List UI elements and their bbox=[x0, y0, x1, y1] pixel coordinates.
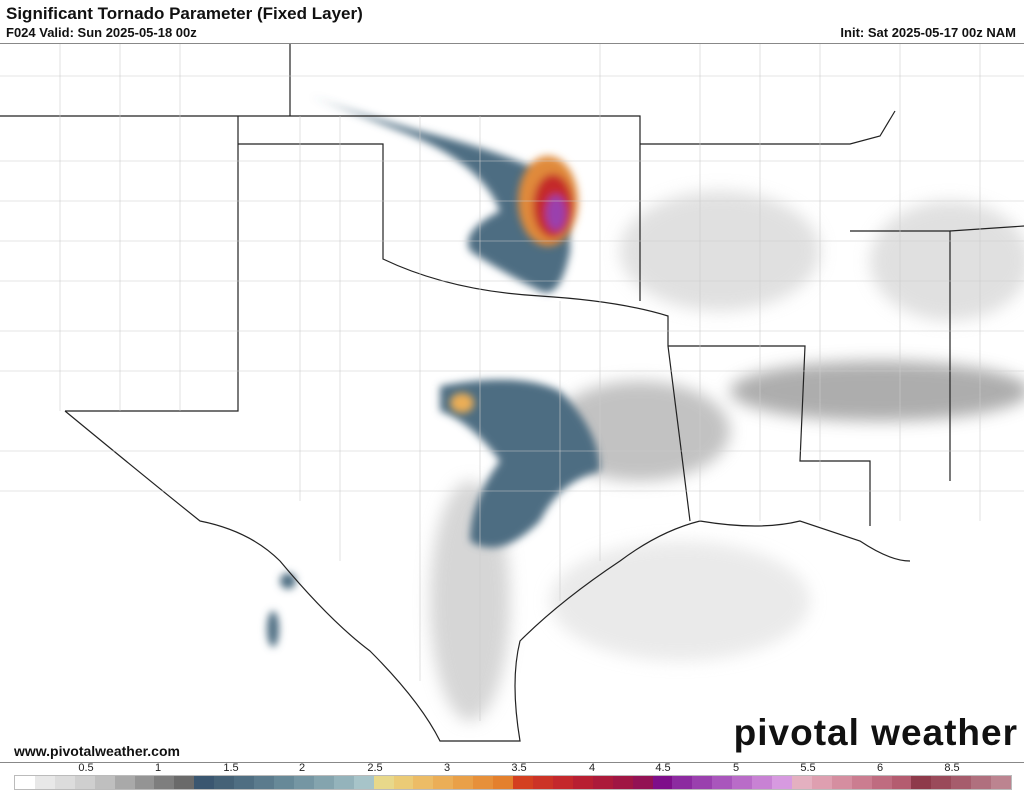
colorbar-swatch bbox=[911, 776, 932, 789]
colorbar-swatch bbox=[991, 776, 1012, 789]
colorbar-swatch bbox=[851, 776, 872, 789]
colorbar-swatch bbox=[473, 776, 494, 789]
colorbar-swatch bbox=[652, 776, 673, 789]
colorbar-swatch bbox=[293, 776, 314, 789]
colorbar-swatch bbox=[134, 776, 155, 789]
colorbar-swatch bbox=[493, 776, 514, 789]
colorbar-swatch bbox=[94, 776, 115, 789]
colorbar-swatch bbox=[931, 776, 952, 789]
colorbar-swatch bbox=[592, 776, 613, 789]
website-url[interactable]: www.pivotalweather.com bbox=[14, 743, 180, 759]
colorbar-swatch bbox=[971, 776, 992, 789]
tick-label: 8.5 bbox=[944, 762, 960, 774]
colorbar-swatch bbox=[413, 776, 434, 789]
colorbar-swatch bbox=[333, 776, 354, 789]
colorbar-swatch bbox=[74, 776, 95, 789]
colorbar-swatch bbox=[772, 776, 792, 789]
colorbar-swatch bbox=[174, 776, 195, 789]
colorbar-swatch bbox=[811, 776, 832, 789]
tick-label: 2 bbox=[298, 762, 306, 774]
colorbar-swatch bbox=[831, 776, 852, 789]
colorbar-swatch bbox=[732, 776, 753, 789]
map-title: Significant Tornado Parameter (Fixed Lay… bbox=[6, 4, 363, 23]
colorbar-ticks: 0.5 1 1.5 2 2.5 3 3.5 4 4.5 5 5.5 6 8.5 bbox=[0, 762, 1024, 774]
tick-label: 0.5 bbox=[78, 762, 94, 774]
colorbar bbox=[14, 775, 1012, 790]
colorbar-swatch bbox=[572, 776, 593, 789]
tick-label: 4.5 bbox=[655, 762, 671, 774]
colorbar-swatch bbox=[154, 776, 175, 789]
colorbar-swatch bbox=[692, 776, 713, 789]
colorbar-swatch bbox=[712, 776, 733, 789]
tick-label: 4 bbox=[588, 762, 596, 774]
valid-time: F024 Valid: Sun 2025-05-18 00z bbox=[6, 25, 197, 40]
tick-label: 5.5 bbox=[800, 762, 816, 774]
forecast-map[interactable] bbox=[0, 43, 1024, 763]
colorbar-swatch bbox=[373, 776, 394, 789]
colorbar-swatch bbox=[672, 776, 693, 789]
colorbar-swatch bbox=[214, 776, 235, 789]
tick-label: 1.5 bbox=[223, 762, 239, 774]
colorbar-swatch bbox=[453, 776, 474, 789]
colorbar-swatch bbox=[54, 776, 75, 789]
colorbar-swatch bbox=[552, 776, 573, 789]
colorbar-swatch bbox=[791, 776, 812, 789]
colorbar-swatch bbox=[532, 776, 553, 789]
colorbar-swatch bbox=[612, 776, 633, 789]
colorbar-swatch bbox=[393, 776, 414, 789]
colorbar-swatch bbox=[234, 776, 255, 789]
colorbar-swatch bbox=[254, 776, 274, 789]
colorbar-swatch bbox=[951, 776, 972, 789]
tick-label: 6 bbox=[876, 762, 884, 774]
colorbar-swatch bbox=[353, 776, 374, 789]
colorbar-swatch bbox=[273, 776, 294, 789]
tick-label: 3 bbox=[443, 762, 451, 774]
tick-label: 5 bbox=[732, 762, 740, 774]
colorbar-swatch bbox=[513, 776, 533, 789]
tick-label: 1 bbox=[154, 762, 162, 774]
colorbar-swatch bbox=[34, 776, 55, 789]
colorbar-swatch bbox=[194, 776, 215, 789]
init-time: Init: Sat 2025-05-17 00z NAM bbox=[840, 25, 1016, 40]
colorbar-swatch bbox=[752, 776, 773, 789]
county-grid bbox=[0, 44, 1024, 721]
state-borders bbox=[0, 44, 1024, 742]
colorbar-swatch bbox=[632, 776, 653, 789]
colorbar-swatch bbox=[114, 776, 135, 789]
colorbar-swatch bbox=[871, 776, 892, 789]
tick-label: 3.5 bbox=[511, 762, 527, 774]
tick-label: 2.5 bbox=[367, 762, 383, 774]
colorbar-swatch bbox=[313, 776, 334, 789]
colorbar-swatch bbox=[891, 776, 912, 789]
pivotal-weather-logo: pivotal weather bbox=[733, 712, 1018, 753]
colorbar-swatch bbox=[433, 776, 454, 789]
colorbar-swatch bbox=[15, 776, 35, 789]
